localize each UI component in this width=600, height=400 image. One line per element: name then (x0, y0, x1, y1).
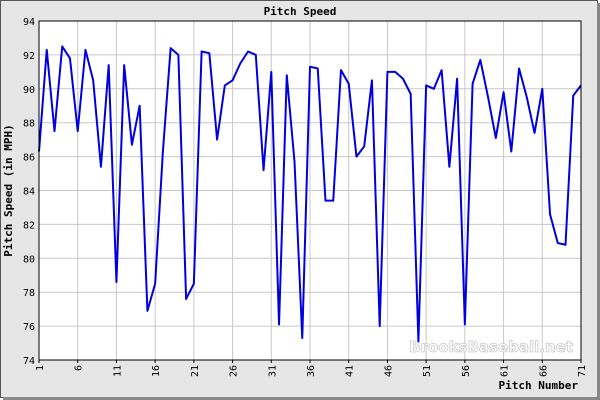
series-line-0 (38, 45, 582, 343)
x-tick-label: 71 (577, 365, 588, 377)
y-tick-label: 86 (23, 153, 35, 164)
y-tick-label: 82 (23, 220, 35, 231)
x-tick-label: 6 (74, 365, 85, 371)
x-tick-label: 36 (306, 365, 317, 377)
y-tick-label: 92 (23, 51, 35, 62)
x-tick-label: 16 (151, 365, 162, 377)
y-tick-label: 94 (23, 17, 35, 28)
series-layer (38, 45, 582, 343)
chart-title: Pitch Speed (264, 5, 337, 18)
x-tick-label: 46 (383, 365, 394, 377)
y-axis-label: Pitch Speed (in MPH) (2, 124, 15, 256)
watermark: BrooksBaseball.net (409, 338, 573, 356)
x-tick-label: 26 (229, 365, 240, 377)
y-tick-labels: 74 76 78 80 82 84 86 88 90 92 94 (23, 17, 35, 367)
x-axis-label: Pitch Number (499, 379, 579, 392)
frame-shadow-right (597, 3, 600, 400)
x-tick-label: 56 (461, 365, 472, 377)
x-tick-label: 61 (500, 365, 511, 377)
y-tick-label: 76 (23, 322, 35, 333)
y-tick-label: 78 (23, 288, 35, 299)
x-tick-label: 31 (267, 365, 278, 377)
x-tick-label: 1 (35, 365, 46, 371)
x-tick-label: 21 (190, 365, 201, 377)
x-tick-label: 41 (345, 365, 356, 377)
y-tick-label: 74 (23, 356, 35, 367)
y-tick-label: 80 (23, 254, 35, 265)
y-tick-label: 90 (23, 85, 35, 96)
y-tick-label: 88 (23, 119, 35, 130)
x-tick-label: 66 (538, 365, 549, 377)
x-tick-label: 51 (422, 365, 433, 377)
x-tick-labels: 1 6 11 16 21 26 31 36 41 46 51 56 61 66 71 (35, 360, 588, 377)
frame-shadow-bottom (3, 397, 600, 400)
x-tick-label: 11 (112, 365, 123, 377)
y-tick-label: 84 (23, 187, 35, 198)
grid-lines (38, 20, 582, 361)
